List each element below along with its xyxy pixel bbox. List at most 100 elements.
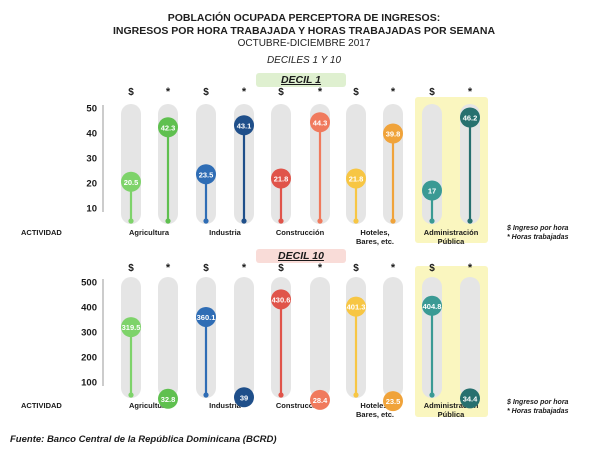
y-tick-label: 400 xyxy=(81,303,97,314)
series-symbol-star: * xyxy=(166,262,171,274)
lollipop-head xyxy=(310,389,330,410)
lollipop-head xyxy=(196,306,216,327)
column-pill xyxy=(310,277,330,398)
lollipop-head xyxy=(460,388,480,409)
category-label: Pública xyxy=(438,410,466,419)
lollipop-head xyxy=(196,164,216,185)
legend-dollar: $ Ingreso por hora xyxy=(507,225,569,232)
chart-subtitle-deciles: DECILES 1 Y 10 xyxy=(266,55,342,66)
series-symbol-dollar: $ xyxy=(278,87,284,98)
y-tick-label: 50 xyxy=(86,104,97,115)
series-symbol-dollar: $ xyxy=(203,87,209,98)
data-label: 430.6 xyxy=(272,295,291,304)
y-tick-label: 30 xyxy=(86,154,97,165)
data-label: 28.4 xyxy=(313,396,328,405)
lollipop-head xyxy=(422,180,442,201)
series-symbol-star: * xyxy=(391,86,396,98)
series-symbol-star: * xyxy=(318,86,323,98)
lollipop-base-dot xyxy=(203,218,209,224)
column-pill xyxy=(234,277,254,398)
category-label: Construcción xyxy=(276,401,325,410)
series-symbol-dollar: $ xyxy=(203,263,209,274)
lollipop-head xyxy=(271,289,291,310)
y-tick-label: 200 xyxy=(81,353,97,364)
source-note: Fuente: Banco Central de la República Do… xyxy=(10,434,277,445)
data-label: 42.3 xyxy=(161,123,176,132)
series-symbol-star: * xyxy=(391,262,396,274)
category-label: Hoteles, xyxy=(360,228,389,237)
category-label: Administración xyxy=(424,228,479,237)
legend-star: * Horas trabajadas xyxy=(507,408,569,415)
chart-title-line2: INGRESOS POR HORA TRABAJADA Y HORAS TRAB… xyxy=(112,25,496,37)
data-label: 319.5 xyxy=(122,323,141,332)
category-label: Hoteles, xyxy=(360,401,389,410)
data-label: 39 xyxy=(240,393,248,402)
lollipop-base-dot xyxy=(317,218,323,224)
series-symbol-dollar: $ xyxy=(429,263,435,274)
lollipop-base-dot xyxy=(165,218,171,224)
y-tick-label: 20 xyxy=(86,179,97,190)
column-pill xyxy=(121,104,141,224)
legend-star: * Horas trabajadas xyxy=(507,234,569,241)
lollipop-head xyxy=(121,317,141,338)
chart-subtitle-period: OCTUBRE-DICIEMBRE 2017 xyxy=(237,38,371,49)
legend-dollar: $ Ingreso por hora xyxy=(507,399,569,406)
lollipop-base-dot xyxy=(241,218,247,224)
series-symbol-star: * xyxy=(468,262,473,274)
lollipop-head xyxy=(158,117,178,138)
lollipop-base-dot xyxy=(278,392,284,398)
legend-panel-1: $ Ingreso por hora * Horas trabajadas xyxy=(507,224,568,242)
lollipop-base-dot xyxy=(429,218,435,224)
lollipop-base-dot xyxy=(203,392,209,398)
data-label: 44.3 xyxy=(313,118,328,127)
lollipop-base-dot xyxy=(353,218,359,224)
category-label: Pública xyxy=(438,237,466,246)
lollipop-head xyxy=(346,296,366,317)
legend-panel-2: $ Ingreso por hora * Horas trabajadas xyxy=(507,398,568,416)
series-symbol-dollar: $ xyxy=(278,263,284,274)
y-tick-label: 500 xyxy=(81,278,97,289)
lollipop-head xyxy=(383,391,403,412)
lollipop-head xyxy=(346,168,366,189)
lollipop-base-dot xyxy=(353,392,359,398)
lollipop-head xyxy=(383,123,403,144)
y-tick-label: 40 xyxy=(86,129,97,140)
data-label: 39.8 xyxy=(386,130,401,139)
series-symbol-dollar: $ xyxy=(353,87,359,98)
data-label: 23.5 xyxy=(386,397,401,406)
category-label: Bares, etc. xyxy=(356,237,394,246)
category-label: Industria xyxy=(209,228,241,237)
lollipop-base-dot xyxy=(390,218,396,224)
actividad-label: ACTIVIDAD xyxy=(21,228,62,237)
lollipop-base-dot xyxy=(128,218,134,224)
series-symbol-star: * xyxy=(468,86,473,98)
lollipop-base-dot xyxy=(278,218,284,224)
column-pill xyxy=(383,277,403,398)
series-symbol-star: * xyxy=(318,262,323,274)
data-label: 46.2 xyxy=(463,114,478,123)
data-label: 32.8 xyxy=(161,395,176,404)
lollipop-head xyxy=(271,168,291,189)
data-label: 43.1 xyxy=(237,121,252,130)
lollipop-head xyxy=(158,388,178,409)
lollipop-head xyxy=(121,171,141,192)
series-symbol-dollar: $ xyxy=(429,87,435,98)
column-pill xyxy=(460,277,480,398)
data-label: 23.5 xyxy=(199,170,214,179)
series-symbol-dollar: $ xyxy=(128,263,134,274)
series-symbol-star: * xyxy=(242,262,247,274)
lollipop-head xyxy=(234,115,254,136)
y-tick-label: 300 xyxy=(81,328,97,339)
series-symbol-dollar: $ xyxy=(128,87,134,98)
data-label: 34.4 xyxy=(463,394,478,403)
lollipop-base-dot xyxy=(128,392,134,398)
series-symbol-star: * xyxy=(242,86,247,98)
y-tick-label: 10 xyxy=(86,204,97,215)
lollipop-base-dot xyxy=(429,392,435,398)
series-symbol-dollar: $ xyxy=(353,263,359,274)
category-label: Bares, etc. xyxy=(356,410,394,419)
column-pill xyxy=(196,104,216,224)
series-symbol-star: * xyxy=(166,86,171,98)
